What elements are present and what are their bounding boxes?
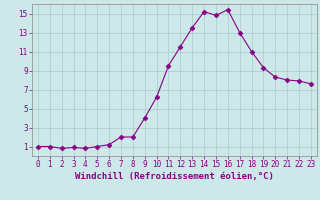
X-axis label: Windchill (Refroidissement éolien,°C): Windchill (Refroidissement éolien,°C) (75, 172, 274, 181)
